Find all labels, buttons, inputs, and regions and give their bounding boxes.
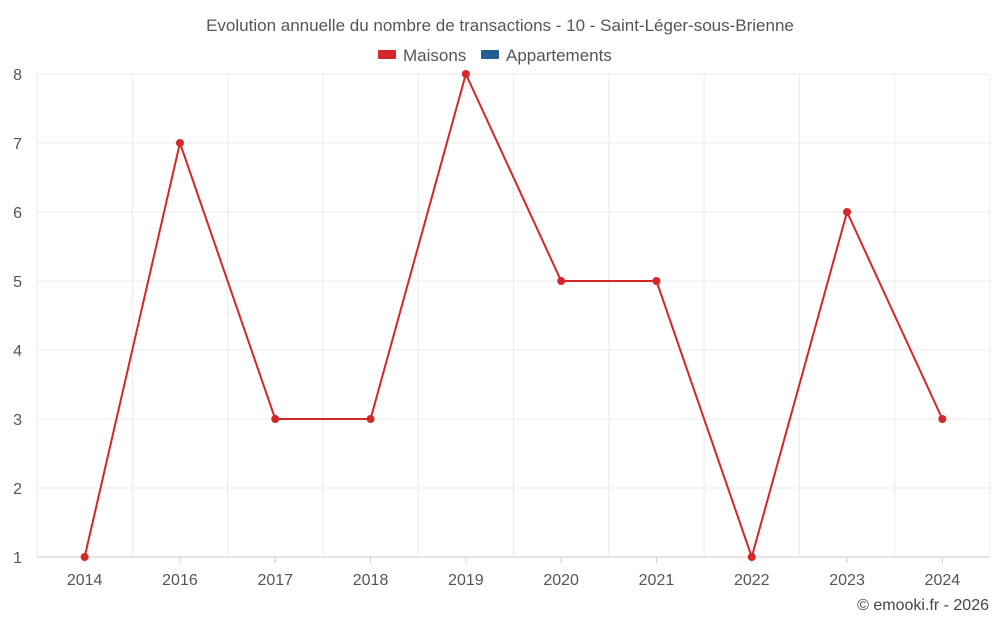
y-tick-label: 5 [13, 274, 22, 291]
x-tick-label: 2022 [734, 572, 770, 589]
data-point-maisons[interactable] [557, 277, 566, 285]
series-maisons [80, 70, 947, 561]
y-tick-label: 8 [13, 67, 22, 84]
data-point-maisons[interactable] [80, 553, 89, 561]
credit: © emooki.fr - 2026 [857, 597, 989, 614]
data-point-maisons[interactable] [747, 553, 756, 561]
y-tick-label: 2 [13, 481, 22, 498]
y-axis: 1 2 3 4 5 6 7 8 [13, 67, 22, 567]
legend: Maisons Appartements [378, 46, 612, 65]
data-point-maisons[interactable] [271, 415, 280, 423]
x-tick-label: 2016 [162, 572, 198, 589]
x-tick-label: 2020 [543, 572, 579, 589]
data-point-maisons[interactable] [938, 415, 947, 423]
y-tick-label: 7 [13, 136, 22, 153]
x-axis: 2014 2016 2017 2018 2019 2020 2021 2022 2023 2024 [37, 556, 990, 589]
x-tick-label: 2019 [448, 572, 484, 589]
x-tick-label: 2018 [353, 572, 389, 589]
legend-item-maisons[interactable]: Maisons [378, 46, 466, 65]
y-tick-label: 6 [13, 205, 22, 222]
data-point-maisons[interactable] [175, 139, 184, 147]
x-tick-label: 2021 [639, 572, 675, 589]
data-point-maisons[interactable] [652, 277, 661, 285]
legend-label-appartements: Appartements [506, 46, 612, 65]
legend-item-appartements[interactable]: Appartements [481, 46, 612, 65]
x-tick-label: 2017 [257, 572, 293, 589]
legend-swatch-maisons [378, 50, 396, 59]
y-tick-label: 4 [13, 343, 22, 360]
y-tick-label: 3 [13, 412, 22, 429]
x-tick-label: 2014 [67, 572, 103, 589]
data-point-maisons[interactable] [843, 208, 852, 216]
gridlines [36, 73, 991, 557]
x-tick-label: 2024 [925, 572, 961, 589]
series-line-maisons [83, 73, 944, 558]
y-tick-label: 1 [13, 550, 22, 567]
legend-label-maisons: Maisons [403, 46, 466, 65]
data-point-maisons[interactable] [461, 70, 470, 78]
chart-title: Evolution annuelle du nombre de transact… [206, 16, 794, 35]
data-point-maisons[interactable] [366, 415, 375, 423]
x-tick-label: 2023 [829, 572, 865, 589]
legend-swatch-appartements [481, 50, 499, 59]
